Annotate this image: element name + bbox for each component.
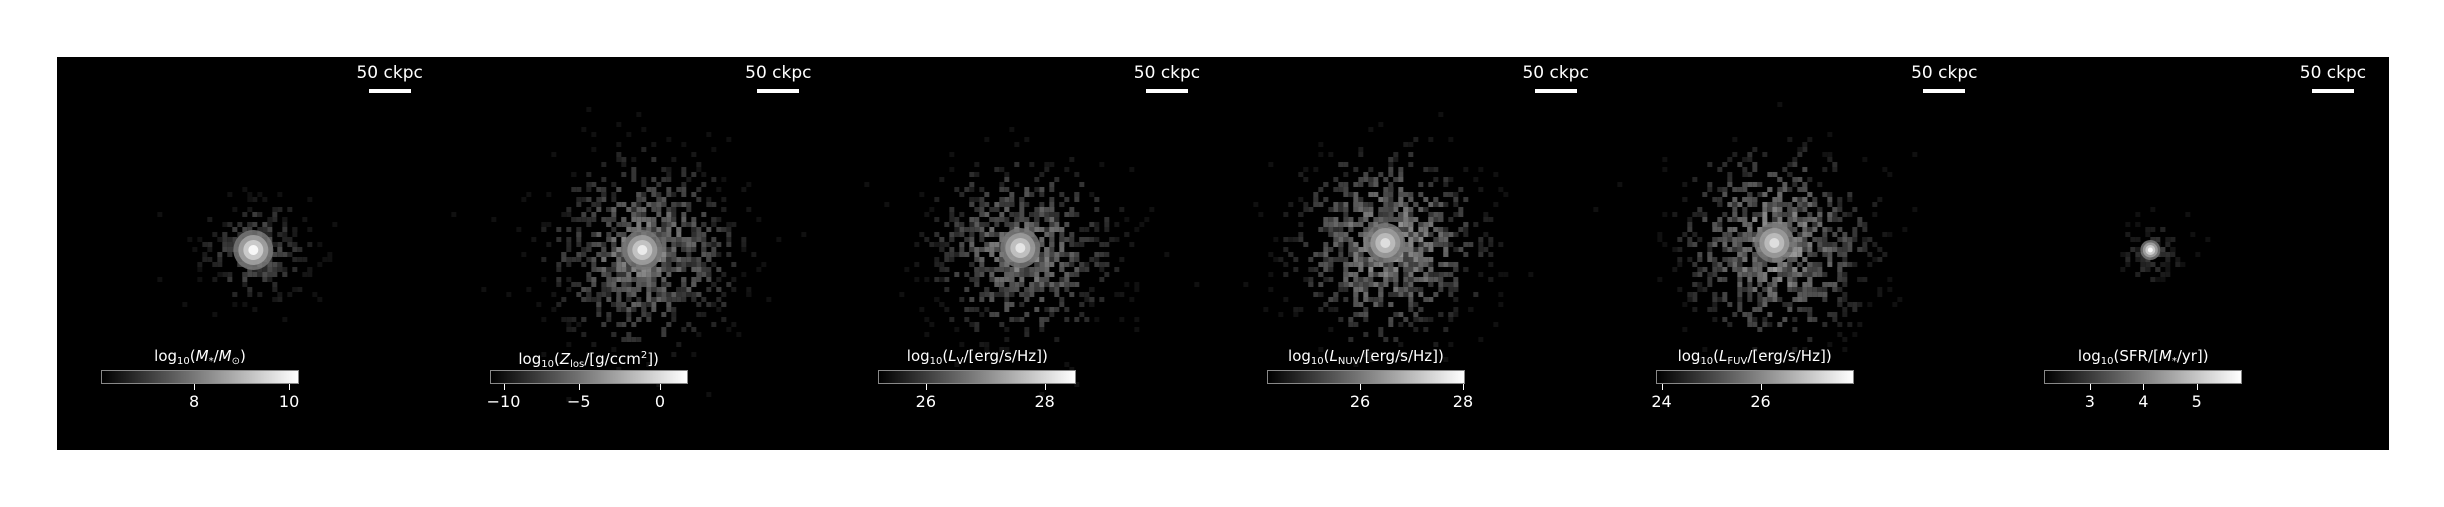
colorbar-tick-label: 0 — [654, 392, 666, 411]
colorbar-tick-label: 3 — [2084, 392, 2095, 411]
colorbar — [2044, 370, 2243, 384]
colorbar-tick — [2089, 384, 2091, 390]
scale-bar: 50 ckpc — [1127, 63, 1207, 93]
scale-bar-label: 50 ckpc — [2299, 63, 2367, 83]
colorbar-tick-label: 26 — [915, 392, 936, 411]
colorbar-label: log10(LNUV/[erg/s/Hz]) — [1288, 347, 1444, 367]
scale-bar-line — [1923, 89, 1966, 93]
colorbar-tick-label: 26 — [1750, 392, 1771, 411]
colorbar-label: log10(Zlos/[g/ccm2]) — [518, 350, 659, 370]
colorbar-tick — [1462, 384, 1464, 390]
luminosity-v-map — [864, 127, 1200, 397]
colorbar-tick-label: 28 — [1452, 392, 1474, 411]
colorbar-tick-label: 10 — [278, 392, 300, 411]
panel-stellar-mass: 50 ckpc log10(M*/M⊙) 8 10 — [57, 57, 446, 450]
colorbar-tick — [2196, 384, 2198, 390]
colorbar — [878, 370, 1077, 384]
scale-bar: 50 ckpc — [350, 63, 430, 93]
colorbar-tick-label: 28 — [1034, 392, 1055, 411]
sfr-map — [2120, 207, 2211, 282]
panel-luminosity-v: 50 ckpc log10(LV/[erg/s/Hz]) 26 28 — [834, 57, 1223, 450]
colorbar-tick — [1044, 384, 1046, 390]
colorbar-tick — [2143, 384, 2145, 390]
scale-bar-line — [368, 89, 411, 93]
colorbar-tick — [194, 384, 196, 390]
colorbar-tick-label: 24 — [1651, 392, 1672, 411]
panel-luminosity-fuv: 50 ckpc log10(LFUV/[erg/s/Hz]) 24 26 — [1611, 57, 2001, 450]
panel-sfr: 50 ckpc log10(SFR/[M*/yr]) 3 4 5 — [2000, 57, 2389, 450]
scale-bar-label: 50 ckpc — [1133, 63, 1201, 83]
colorbar — [1655, 370, 1854, 384]
colorbar — [489, 370, 688, 384]
luminosity-fuv-map — [1616, 102, 1917, 377]
colorbar-tick-label: 4 — [2138, 392, 2149, 411]
colorbar-tick-label: −5 — [566, 392, 591, 411]
scale-bar-line — [1534, 89, 1577, 93]
colorbar-tick — [1360, 384, 1362, 390]
colorbar-label: log10(M*/M⊙) — [154, 347, 246, 367]
scale-bar-line — [757, 89, 800, 93]
colorbar — [1266, 370, 1465, 384]
scale-bar: 50 ckpc — [1904, 63, 1984, 93]
scale-bar-label: 50 ckpc — [1911, 63, 1978, 83]
colorbar-tick — [503, 384, 505, 390]
colorbar-tick-label: 5 — [2191, 392, 2202, 411]
colorbar-label: log10(LV/[erg/s/Hz]) — [906, 347, 1048, 367]
colorbar-tick — [925, 384, 927, 390]
stellar-mass-map — [157, 187, 338, 322]
scale-bar-label: 50 ckpc — [1522, 63, 1589, 83]
colorbar-tick-label: 8 — [188, 392, 200, 411]
colorbar-tick — [1661, 384, 1663, 390]
colorbar-tick — [578, 384, 580, 390]
colorbar-label: log10(LFUV/[erg/s/Hz]) — [1677, 347, 1832, 367]
panel-metallicity: 50 ckpc log10(Zlos/[g/ccm2]) −10 −5 0 — [445, 57, 835, 450]
metallicity-map — [450, 107, 806, 402]
scale-bar-line — [2311, 89, 2354, 93]
scale-bar: 50 ckpc — [738, 63, 818, 93]
colorbar-tick — [659, 384, 661, 390]
scale-bar: 50 ckpc — [1516, 63, 1596, 93]
colorbar — [101, 370, 299, 384]
scale-bar-line — [1145, 89, 1188, 93]
colorbar-tick-label: 26 — [1349, 392, 1371, 411]
colorbar-tick — [289, 384, 291, 390]
scale-bar: 50 ckpc — [2293, 63, 2373, 93]
image-grid: 50 ckpc log10(M*/M⊙) 8 10 50 ckpc log10(Z… — [57, 57, 2389, 450]
scale-bar-label: 50 ckpc — [745, 63, 812, 83]
luminosity-nuv-map — [1243, 112, 1599, 382]
scale-bar-label: 50 ckpc — [356, 63, 423, 83]
colorbar-tick-label: −10 — [486, 392, 521, 411]
colorbar-label: log10(SFR/[M*/yr]) — [2077, 347, 2209, 367]
colorbar-tick — [1760, 384, 1762, 390]
panel-luminosity-nuv: 50 ckpc log10(LNUV/[erg/s/Hz]) 26 28 — [1222, 57, 1612, 450]
